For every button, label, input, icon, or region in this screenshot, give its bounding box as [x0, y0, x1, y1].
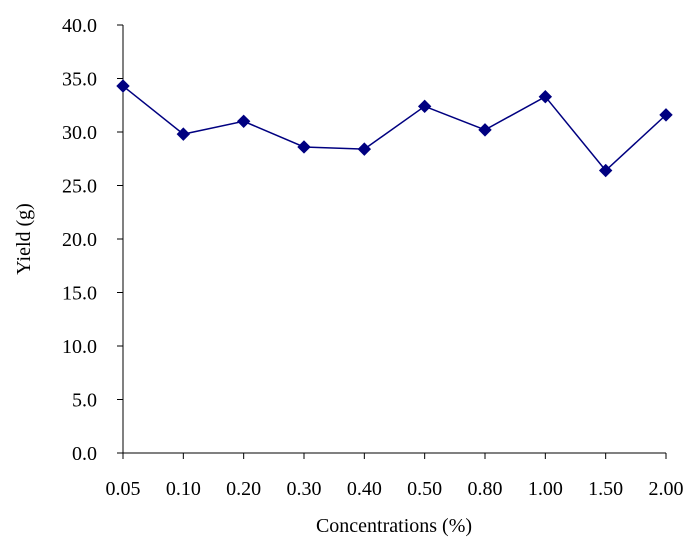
data-point	[659, 108, 673, 122]
data-point	[357, 142, 372, 156]
y-tick-labels: 0.0 5.0 10.0 15.0 20.0 25.0 30.0 35.0 40.0	[62, 15, 97, 465]
data-point	[116, 79, 130, 93]
series-line	[122, 85, 667, 172]
x-tick-label: 2.00	[649, 478, 684, 500]
y-tick-label: 20.0	[62, 229, 97, 251]
x-ticks	[122, 453, 667, 459]
y-tick-label: 0.0	[72, 443, 97, 465]
y-tick-label: 15.0	[62, 283, 97, 305]
data-point	[417, 99, 432, 114]
axes	[122, 25, 666, 454]
data-series	[116, 79, 673, 178]
y-tick-label: 25.0	[62, 176, 97, 198]
x-axis-title: Concentrations (%)	[316, 515, 472, 537]
data-point	[478, 123, 492, 137]
x-tick-label: 0.05	[106, 478, 141, 500]
data-point	[538, 89, 553, 104]
y-tick-label: 10.0	[62, 336, 97, 358]
x-tick-label: 1.00	[528, 478, 563, 500]
x-tick-label: 0.20	[226, 478, 261, 500]
data-point	[297, 140, 311, 154]
x-tick-label: 0.40	[347, 478, 382, 500]
x-tick-label: 0.10	[166, 478, 201, 500]
y-tick-label: 35.0	[62, 69, 97, 91]
x-tick-label: 0.30	[287, 478, 322, 500]
y-tick-label: 30.0	[62, 122, 97, 144]
y-ticks	[117, 24, 123, 454]
data-point	[598, 163, 613, 178]
y-tick-label: 40.0	[62, 15, 97, 37]
x-tick-label: 0.50	[407, 478, 442, 500]
x-tick-label: 1.50	[588, 478, 623, 500]
data-point	[236, 114, 251, 129]
y-tick-label: 5.0	[72, 390, 97, 412]
data-point	[176, 127, 191, 141]
x-tick-labels: 0.05 0.10 0.20 0.30 0.40 0.50 0.80 1.00 1.50 2.00	[106, 478, 684, 500]
y-axis-title: Yield (g)	[13, 203, 35, 275]
x-tick-label: 0.80	[468, 478, 503, 500]
